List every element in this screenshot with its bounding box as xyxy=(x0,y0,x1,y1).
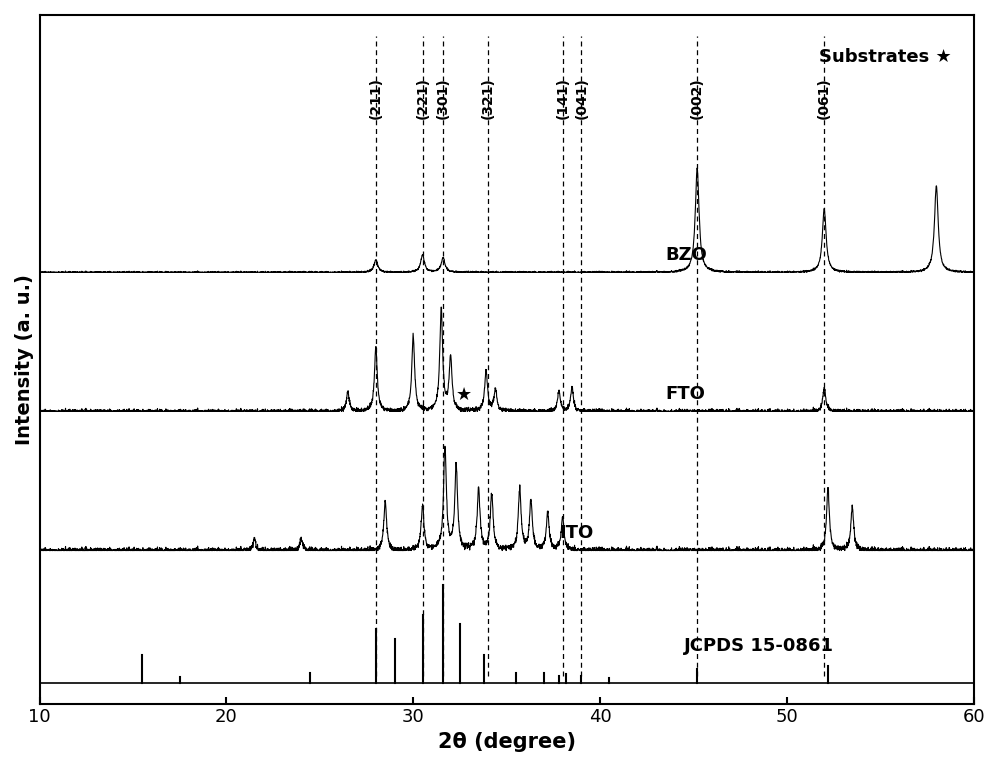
Text: (041): (041) xyxy=(574,77,588,120)
Text: (061): (061) xyxy=(817,77,831,120)
Text: (002): (002) xyxy=(690,77,704,120)
Text: BZO: BZO xyxy=(665,246,707,264)
Text: (321): (321) xyxy=(481,77,495,120)
Text: Substrates ★: Substrates ★ xyxy=(819,48,951,66)
Text: (301): (301) xyxy=(436,77,450,120)
Text: ★: ★ xyxy=(456,386,472,403)
Text: (211): (211) xyxy=(369,77,383,120)
Text: JCPDS 15-0861: JCPDS 15-0861 xyxy=(684,637,834,655)
X-axis label: 2θ (degree): 2θ (degree) xyxy=(438,732,576,752)
Text: FTO: FTO xyxy=(665,385,705,403)
Text: (221): (221) xyxy=(416,77,430,120)
Text: ITO: ITO xyxy=(559,524,593,542)
Y-axis label: Intensity (a. u.): Intensity (a. u.) xyxy=(15,274,34,445)
Text: (141): (141) xyxy=(556,77,570,120)
